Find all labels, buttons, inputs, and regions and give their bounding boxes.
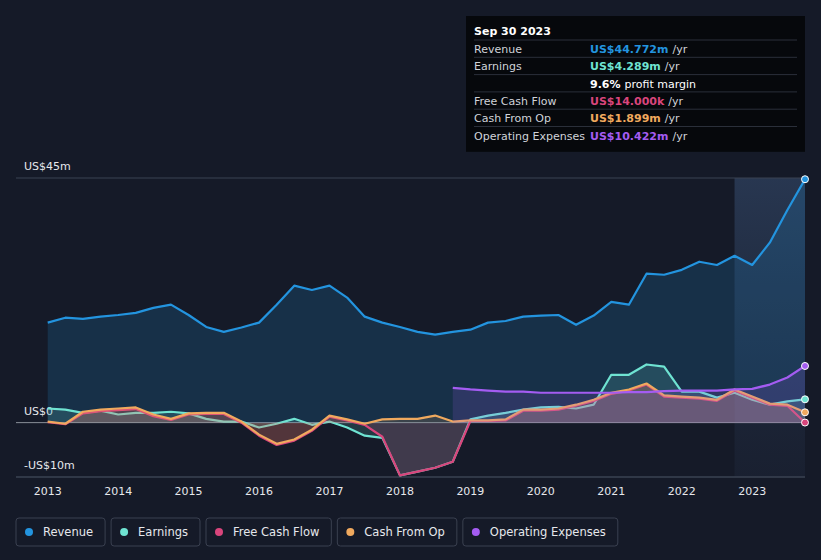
y-tick-label: -US$10m: [24, 459, 75, 472]
tooltip-value: 9.6%: [590, 78, 621, 91]
legend-label: Free Cash Flow: [233, 525, 319, 539]
background: [0, 0, 821, 560]
x-tick-label: 2015: [175, 485, 203, 498]
tooltip-unit: /yr: [665, 112, 680, 125]
end-dot: [802, 409, 809, 416]
legend-item: Free Cash Flow: [206, 518, 331, 546]
x-tick-label: 2016: [245, 485, 273, 498]
legend-label: Revenue: [43, 525, 93, 539]
legend-label: Operating Expenses: [490, 525, 606, 539]
legend-swatch: [346, 528, 354, 536]
legend-swatch: [215, 528, 223, 536]
area: [48, 179, 805, 422]
tooltip-title: Sep 30 2023: [474, 25, 551, 38]
x-tick-label: 2019: [456, 485, 484, 498]
x-tick-label: 2013: [34, 485, 62, 498]
line: [48, 179, 805, 334]
tooltip-unit: /yr: [668, 95, 683, 108]
x-tick-label: 2023: [738, 485, 766, 498]
legend-label: Earnings: [138, 525, 188, 539]
x-tick-label: 2017: [315, 485, 343, 498]
x-tick-label: 2021: [597, 485, 625, 498]
tooltip-separator: [474, 126, 797, 127]
area: [48, 364, 805, 475]
tooltip-separator: [474, 57, 797, 58]
area: [453, 366, 805, 423]
tooltip-label: Cash From Op: [474, 112, 551, 125]
line: [48, 364, 805, 475]
tooltip-value: US$44.772m: [590, 43, 668, 56]
legend-swatch: [472, 528, 480, 536]
x-tick-label: 2022: [668, 485, 696, 498]
legend-label: Cash From Op: [364, 525, 445, 539]
end-dot: [802, 396, 809, 403]
tooltip-unit: /yr: [665, 60, 680, 73]
legend-box: [463, 518, 618, 546]
tooltip-label: Operating Expenses: [474, 130, 585, 143]
x-tick-label: 2018: [386, 485, 414, 498]
legend-swatch: [25, 528, 33, 536]
chart: -US$10mUS$0US$45m20132014201520162017201…: [0, 0, 821, 560]
y-tick-label: US$45m: [24, 160, 71, 173]
legend-box: [206, 518, 331, 546]
tooltip-value: US$1.899m: [590, 112, 661, 125]
tooltip-value: US$4.289m: [590, 60, 661, 73]
legend-item: Earnings: [111, 518, 200, 546]
legend-item: Cash From Op: [337, 518, 457, 546]
tooltip-separator: [474, 74, 797, 75]
tooltip-label: Earnings: [474, 60, 522, 73]
legend-box: [337, 518, 457, 546]
end-dot: [802, 419, 809, 426]
legend-item: Revenue: [16, 518, 105, 546]
x-tick-label: 2020: [527, 485, 555, 498]
plot-area: [48, 179, 805, 475]
x-axis-line: [16, 477, 805, 478]
tooltip-value: US$14.000k: [590, 95, 665, 108]
end-dot: [802, 176, 809, 183]
tooltip-unit: profit margin: [625, 78, 697, 91]
tooltip-label: Free Cash Flow: [474, 95, 557, 108]
grid-line: [16, 477, 805, 478]
tooltip-separator: [474, 91, 797, 92]
tooltip-unit: /yr: [672, 130, 687, 143]
end-dot: [802, 362, 809, 369]
legend-item: Operating Expenses: [463, 518, 618, 546]
tooltip-value: US$10.422m: [590, 130, 668, 143]
tooltip-label: Revenue: [474, 43, 522, 56]
legend-box: [16, 518, 105, 546]
line: [453, 366, 805, 393]
x-tick-label: 2014: [104, 485, 132, 498]
grid-line: [16, 178, 805, 179]
tooltip-box: [466, 16, 805, 152]
tooltip-separator: [474, 109, 797, 110]
tooltip-unit: /yr: [672, 43, 687, 56]
legend-box: [111, 518, 200, 546]
tooltip-separator: [474, 40, 797, 41]
legend-swatch: [120, 528, 128, 536]
